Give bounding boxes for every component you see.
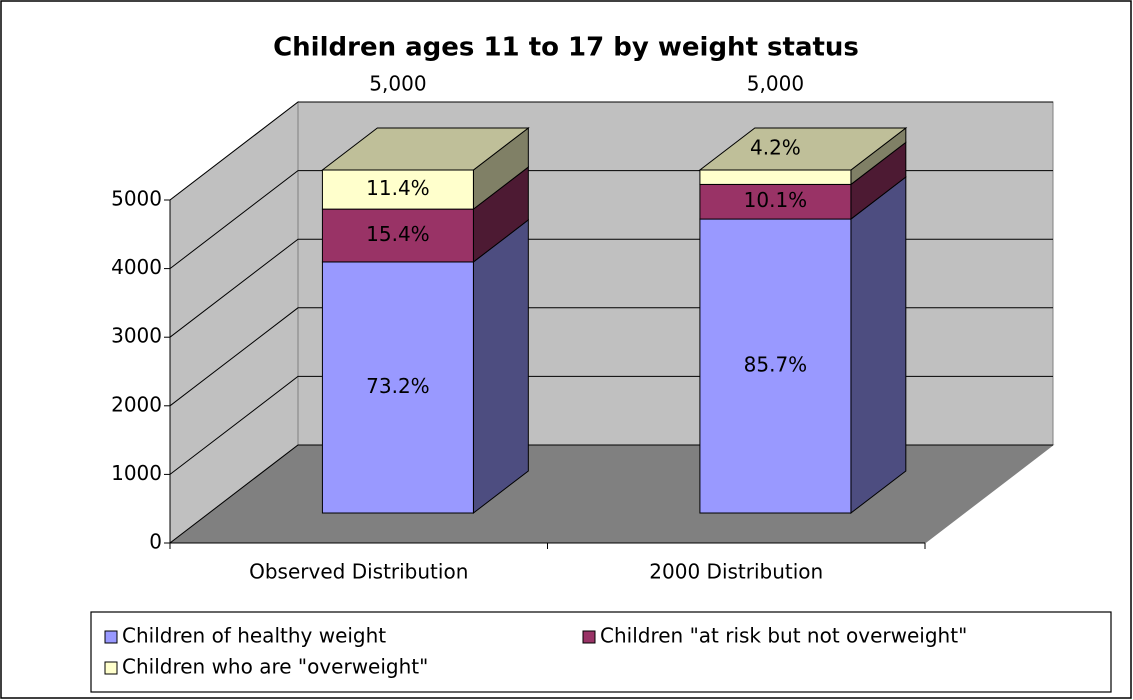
bar-side	[472, 218, 529, 515]
legend-label: Children who are "overweight"	[122, 655, 428, 679]
bar-segment	[699, 169, 852, 185]
legend-swatch	[104, 661, 118, 675]
data-label: 4.2%	[750, 135, 801, 159]
y-tick-label: 1000	[111, 461, 162, 485]
chart-title: Children ages 11 to 17 by weight status	[273, 33, 859, 63]
bar-top	[320, 127, 530, 171]
legend-box	[90, 611, 1112, 693]
legend-label: Children of healthy weight	[122, 624, 386, 648]
y-tick-label: 4000	[111, 255, 162, 279]
total-label: 5,000	[369, 72, 426, 96]
bar-segment	[321, 261, 474, 514]
bar-segment	[699, 183, 852, 220]
grid-line	[169, 101, 1053, 201]
data-label: 15.4%	[366, 222, 430, 246]
floor	[168, 444, 1055, 544]
data-label: 73.2%	[366, 374, 430, 398]
bar-segment	[321, 169, 474, 210]
y-tick-label: 5000	[111, 187, 162, 211]
data-label: 10.1%	[744, 188, 808, 212]
x-tick-label: 2000 Distribution	[649, 560, 823, 584]
bar-segment	[699, 218, 852, 514]
bar-segment	[321, 208, 474, 263]
data-label: 11.4%	[366, 176, 430, 200]
y-tick-label: 2000	[111, 392, 162, 416]
y-tick-label: 0	[149, 530, 162, 554]
legend-swatch	[104, 630, 118, 644]
total-label: 5,000	[747, 72, 804, 96]
bar-side	[850, 176, 907, 515]
legend-label: Children "at risk but not overweight"	[600, 624, 967, 648]
legend-swatch	[582, 630, 596, 644]
x-tick-label: Observed Distribution	[249, 560, 468, 584]
bar-top	[698, 127, 908, 171]
y-tick-label: 3000	[111, 324, 162, 348]
data-label: 85.7%	[744, 353, 808, 377]
